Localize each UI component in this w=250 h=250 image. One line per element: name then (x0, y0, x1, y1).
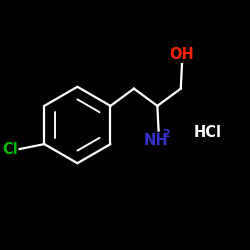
Text: OH: OH (170, 46, 194, 62)
Text: NH: NH (144, 133, 169, 148)
Text: Cl: Cl (3, 142, 18, 156)
Text: HCl: HCl (194, 125, 222, 140)
Text: 2: 2 (162, 129, 170, 139)
